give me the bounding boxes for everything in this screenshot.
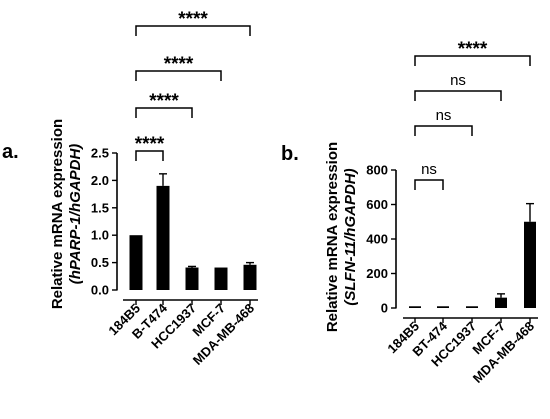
y-tick-label: 600 (366, 197, 388, 212)
panel-label: a. (2, 141, 19, 163)
y-tick-label: 1.0 (91, 228, 109, 243)
chart-panel-1: a. Relative mRNA expression(hPARP-1/hGAPD… (2, 9, 258, 368)
significance-label: **** (458, 39, 488, 60)
y-axis-title-line-1: Relative mRNA expression (324, 142, 341, 332)
y-tick-label: 800 (366, 163, 388, 178)
y-tick-label: 0 (381, 301, 388, 316)
y-axis-title-line-1: Relative mRNA expression (49, 119, 66, 309)
bar (243, 264, 257, 290)
significance-bracket (414, 55, 531, 66)
bar (437, 306, 449, 308)
bar (409, 306, 421, 308)
significance-bracket (135, 25, 251, 36)
chart-panel-2: b. Relative mRNA expression(SLFN-11/hGAPD… (281, 39, 538, 386)
bar (466, 306, 478, 308)
y-tick-label: 2.5 (91, 146, 109, 161)
y-axis-title-line-2: (SLFN-11/hGAPDH) (342, 168, 359, 305)
y-tick-label: 200 (366, 266, 388, 281)
significance-label: **** (135, 134, 165, 155)
significance-label: **** (178, 9, 208, 30)
significance-bracket (135, 70, 222, 81)
significance-label: ns (436, 107, 452, 124)
significance-label: **** (164, 54, 194, 75)
significance-bracket (135, 107, 193, 118)
bar (185, 267, 199, 290)
bar (129, 235, 143, 290)
y-axis-title: Relative mRNA expression(SLFN-11/hGAPDH) (324, 142, 359, 332)
y-tick-label: 0.0 (91, 283, 109, 298)
bar (156, 185, 170, 290)
significance-bracket (414, 125, 473, 136)
significance-bracket (414, 179, 444, 190)
y-tick-label: 0.5 (91, 255, 109, 270)
significance-label: ns (421, 161, 437, 178)
significance-bracket (135, 150, 164, 161)
bar (495, 297, 507, 308)
y-axis-title: Relative mRNA expression(hPARP-1/hGAPDH) (49, 119, 84, 309)
bar (524, 221, 536, 308)
significance-label: **** (149, 91, 179, 112)
y-axis-title-line-2: (hPARP-1/hGAPDH) (67, 144, 84, 285)
significance-bracket (414, 90, 502, 101)
panel-label: b. (281, 143, 299, 165)
significance-label: ns (450, 72, 466, 89)
y-tick-label: 2.0 (91, 173, 109, 188)
bar (214, 267, 228, 290)
y-tick-label: 400 (366, 232, 388, 247)
y-tick-label: 1.5 (91, 200, 109, 215)
